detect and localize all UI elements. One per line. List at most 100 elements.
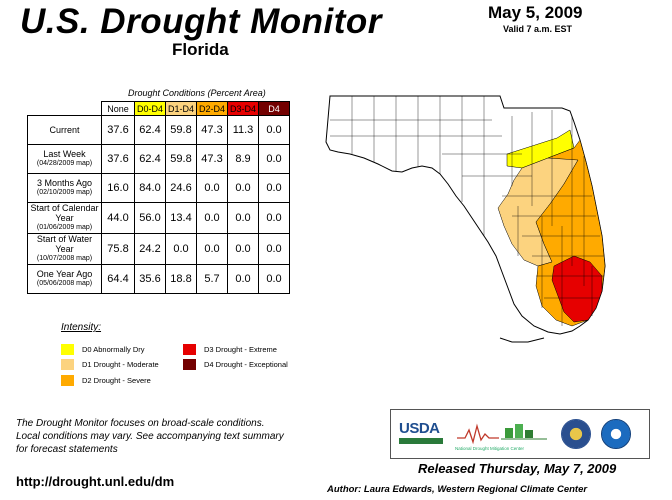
note-line: The Drought Monitor focuses on broad-sca… [16,418,265,429]
table-cell: 8.9 [227,144,259,174]
table-row: One Year Ago (05/06/2008 map) 64.4 35.6 18.8… [27,264,290,294]
column-header: D2-D4 [196,101,228,116]
table-cell: 0.0 [258,233,290,265]
legend-item: D0 Abnormally Dry [61,344,145,355]
legend-swatch [183,344,196,355]
map-title: U.S. Drought Monitor [20,2,382,41]
table-row: Last Week (04/28/2009 map) 37.6 62.4 59.8 47.… [27,144,290,174]
table-cell: 0.0 [227,233,259,265]
legend-label: D3 Drought - Extreme [204,345,277,354]
table-row: Start of Calendar Year (01/06/2009 map) 44… [27,202,290,234]
doc-seal-icon [561,419,591,449]
table-cell: 35.6 [134,264,166,294]
row-label-text: Start of Calendar Year [30,203,99,223]
website-link[interactable]: http://drought.unl.edu/dm [16,474,175,489]
valid-time: Valid 7 a.m. EST [503,24,573,34]
row-map-date: (04/28/2009 map) [36,160,93,167]
usda-logo-bar [399,438,443,444]
release-date: Released Thursday, May 7, 2009 [418,461,617,476]
table-cell: 56.0 [134,202,166,234]
ndmc-logo-text: National Drought Mitigation Center [455,446,525,451]
row-label: Start of Calendar Year (01/06/2009 map) [27,202,102,234]
county-lines [330,96,604,326]
legend-swatch [183,359,196,370]
legend-item: D1 Drought - Moderate [61,359,159,370]
disclaimer-note: The Drought Monitor focuses on broad-sca… [16,417,346,456]
table-cell: 59.8 [165,144,197,174]
usda-logo: USDA [399,420,443,444]
table-cell: 59.8 [165,115,197,145]
florida-drought-map [325,95,606,343]
table-cell: 0.0 [258,115,290,145]
row-label-text: 3 Months Ago [36,178,93,188]
author-credit: Author: Laura Edwards, Western Regional … [327,484,588,495]
florida-keys [499,337,545,343]
legend-item: D2 Drought - Severe [61,375,151,386]
legend-label: D1 Drought - Moderate [82,360,159,369]
row-label-text: One Year Ago [36,269,93,279]
table-cell: 13.4 [165,202,197,234]
row-label: Last Week (04/28/2009 map) [27,144,102,174]
note-line: for forecast statements [16,444,118,455]
row-label: Start of Water Year (10/07/2008 map) [27,233,102,265]
column-header: D1-D4 [165,101,197,116]
table-cell: 0.0 [258,264,290,294]
table-row: Start of Water Year (10/07/2008 map) 75.8 2… [27,233,290,265]
table-cell: 5.7 [196,264,228,294]
table-cell: 62.4 [134,115,166,145]
noaa-seal-icon [601,419,631,449]
table-cell: 62.4 [134,144,166,174]
row-map-date: (02/10/2009 map) [36,189,93,196]
table-cell: 0.0 [196,173,228,203]
row-label-text: Last Week [43,149,86,159]
ndmc-logo-graphic [457,423,547,445]
row-map-date: (01/06/2009 map) [36,224,93,231]
table-cell: 0.0 [258,173,290,203]
ndmc-logo: National Drought Mitigation Center [455,420,551,454]
table-corner [28,102,102,116]
table-cell: 24.6 [165,173,197,203]
partner-logos: USDA National Drought Mitigation Center [390,409,650,459]
row-map-date: (05/06/2008 map) [36,280,93,287]
table-caption: Drought Conditions (Percent Area) [128,88,266,98]
table-cell: 0.0 [258,144,290,174]
row-label: Current [27,115,102,145]
table-header-row: None D0-D4 D1-D4 D2-D4 D3-D4 D4 [28,101,290,116]
table-cell: 0.0 [258,202,290,234]
table-cell: 47.3 [196,115,228,145]
table-cell: 44.0 [101,202,135,234]
table-cell: 11.3 [227,115,259,145]
column-header: D0-D4 [134,101,166,116]
table-cell: 0.0 [196,233,228,265]
legend-swatch [61,359,74,370]
table-cell: 0.0 [227,264,259,294]
table-cell: 75.8 [101,233,135,265]
legend-title: Intensity: [61,322,102,333]
legend-label: D0 Abnormally Dry [82,345,145,354]
table-cell: 24.2 [134,233,166,265]
note-line: Local conditions may vary. See accompany… [16,431,284,442]
row-label-text: Start of Water Year [36,234,93,254]
table-cell: 16.0 [101,173,135,203]
table-cell: 47.3 [196,144,228,174]
table-cell: 64.4 [101,264,135,294]
table-cell: 0.0 [196,202,228,234]
table-cell: 37.6 [101,115,135,145]
table-row: 3 Months Ago (02/10/2009 map) 16.0 84.0 24.6… [27,173,290,203]
column-header: D3-D4 [227,101,259,116]
region-name: Florida [172,40,229,59]
map-date: May 5, 2009 [488,3,583,22]
column-header: D4 [258,101,290,116]
drought-conditions-table: None D0-D4 D1-D4 D2-D4 D3-D4 D4 Current 3… [27,101,290,294]
table-cell: 84.0 [134,173,166,203]
legend-swatch [61,375,74,386]
row-label: 3 Months Ago (02/10/2009 map) [27,173,102,203]
table-cell: 0.0 [227,173,259,203]
column-header: None [101,101,135,116]
legend-label: D4 Drought - Exceptional [204,360,288,369]
row-map-date: (10/07/2008 map) [36,255,93,262]
table-cell: 0.0 [227,202,259,234]
table-cell: 18.8 [165,264,197,294]
legend-item: D4 Drought - Exceptional [183,359,288,370]
table-cell: 37.6 [101,144,135,174]
